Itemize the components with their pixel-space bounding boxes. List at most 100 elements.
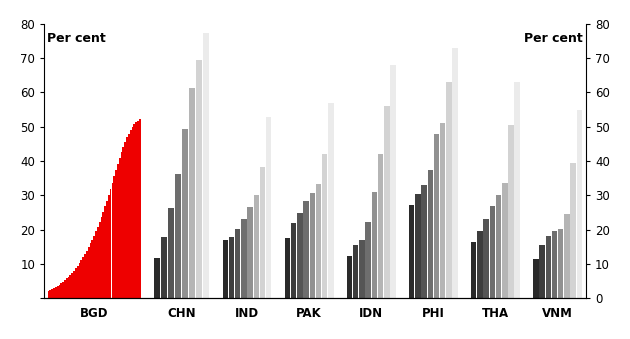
Bar xyxy=(132,127,134,298)
Bar xyxy=(77,266,79,298)
Bar xyxy=(390,65,396,298)
Bar xyxy=(59,285,60,298)
Bar xyxy=(241,219,246,298)
Bar xyxy=(64,280,66,298)
Bar xyxy=(73,271,75,298)
Bar xyxy=(112,183,113,298)
Bar xyxy=(309,193,315,298)
Bar xyxy=(477,231,483,298)
Bar xyxy=(378,154,383,298)
Bar xyxy=(102,212,104,298)
Bar xyxy=(53,288,55,298)
Bar xyxy=(89,243,91,298)
Bar xyxy=(137,121,139,298)
Bar xyxy=(182,129,188,298)
Bar xyxy=(446,82,452,298)
Bar xyxy=(130,130,132,298)
Bar xyxy=(91,240,93,298)
Bar xyxy=(81,260,83,298)
Bar xyxy=(508,125,513,298)
Bar xyxy=(222,240,228,298)
Bar xyxy=(428,170,433,298)
Bar xyxy=(490,206,495,298)
Bar xyxy=(104,206,106,298)
Bar xyxy=(415,194,421,298)
Bar xyxy=(75,268,77,298)
Bar xyxy=(69,275,71,298)
Bar xyxy=(372,192,377,298)
Bar xyxy=(122,146,124,298)
Bar xyxy=(86,251,88,298)
Bar xyxy=(346,256,352,298)
Bar xyxy=(539,245,545,298)
Bar xyxy=(106,201,108,298)
Bar xyxy=(93,236,95,298)
Bar xyxy=(203,33,209,298)
Bar xyxy=(285,238,290,298)
Bar xyxy=(558,228,563,298)
Bar xyxy=(120,152,122,298)
Bar xyxy=(515,82,520,298)
Bar xyxy=(175,174,181,298)
Bar xyxy=(79,263,81,298)
Bar xyxy=(62,282,64,298)
Bar xyxy=(83,257,84,298)
Bar xyxy=(110,189,112,298)
Bar xyxy=(135,122,137,298)
Bar xyxy=(359,240,365,298)
Bar xyxy=(99,222,101,298)
Bar xyxy=(328,103,334,298)
Bar xyxy=(303,201,309,298)
Bar xyxy=(433,134,439,298)
Bar xyxy=(51,290,53,298)
Bar xyxy=(139,119,140,298)
Bar xyxy=(71,273,73,298)
Bar xyxy=(564,214,570,298)
Bar xyxy=(483,219,489,298)
Bar xyxy=(126,137,128,298)
Bar xyxy=(113,177,115,298)
Bar xyxy=(570,163,576,298)
Bar xyxy=(546,236,551,298)
Bar xyxy=(576,109,582,298)
Bar xyxy=(322,154,328,298)
Bar xyxy=(168,208,174,298)
Bar xyxy=(97,226,99,298)
Bar xyxy=(365,222,371,298)
Bar xyxy=(297,213,302,298)
Bar xyxy=(496,195,501,298)
Bar xyxy=(49,291,51,298)
Bar xyxy=(248,207,253,298)
Bar xyxy=(115,170,117,298)
Text: Per cent: Per cent xyxy=(524,32,583,45)
Bar xyxy=(55,287,57,298)
Bar xyxy=(67,277,69,298)
Bar xyxy=(254,195,259,298)
Bar xyxy=(117,164,119,298)
Bar xyxy=(124,142,126,298)
Bar xyxy=(161,237,167,298)
Bar xyxy=(440,123,445,298)
Bar xyxy=(471,242,476,298)
Bar xyxy=(134,124,135,298)
Bar xyxy=(409,205,415,298)
Bar xyxy=(101,217,102,298)
Bar xyxy=(235,229,241,298)
Bar xyxy=(119,158,120,298)
Bar xyxy=(66,278,67,298)
Bar xyxy=(95,231,97,298)
Bar xyxy=(266,117,272,298)
Bar xyxy=(196,60,202,298)
Bar xyxy=(533,259,539,298)
Bar xyxy=(84,254,86,298)
Bar xyxy=(384,106,389,298)
Bar xyxy=(154,258,160,298)
Bar xyxy=(421,185,427,298)
Bar xyxy=(291,223,296,298)
Bar xyxy=(260,167,265,298)
Bar xyxy=(88,247,89,298)
Bar xyxy=(57,286,59,298)
Bar xyxy=(353,245,358,298)
Bar xyxy=(60,283,62,298)
Text: Per cent: Per cent xyxy=(47,32,106,45)
